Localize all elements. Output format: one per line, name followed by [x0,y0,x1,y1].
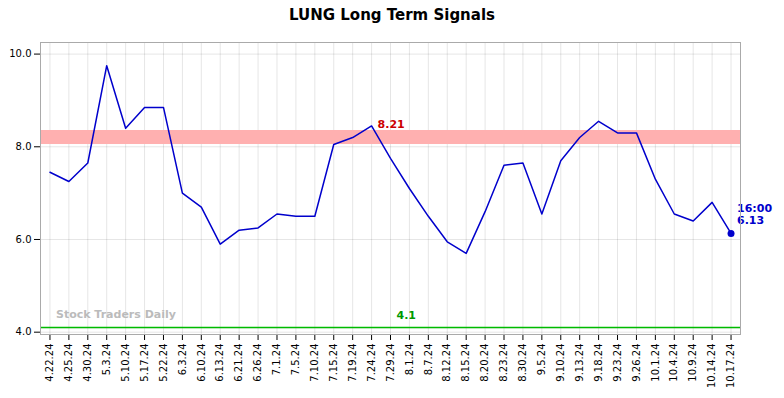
svg-text:5.22.24: 5.22.24 [158,344,169,382]
svg-text:8.12.24: 8.12.24 [441,344,452,382]
svg-text:5.17.24: 5.17.24 [139,344,150,382]
svg-text:10.1.24: 10.1.24 [650,344,661,382]
svg-text:16:00: 16:00 [737,202,773,216]
svg-text:10.17.24: 10.17.24 [725,344,736,389]
svg-text:8.0: 8.0 [16,141,32,152]
svg-text:6.26.24: 6.26.24 [252,344,263,382]
svg-text:8.15.24: 8.15.24 [460,344,471,382]
svg-text:6.21.24: 6.21.24 [233,344,244,382]
svg-text:9.26.24: 9.26.24 [631,344,642,382]
svg-text:10.9.24: 10.9.24 [687,344,698,382]
svg-text:4.0: 4.0 [16,326,32,337]
svg-text:10.0: 10.0 [9,48,31,59]
svg-text:7.24.24: 7.24.24 [366,344,377,382]
svg-text:7.1.24: 7.1.24 [271,344,282,376]
svg-text:8.1.24: 8.1.24 [404,344,415,376]
svg-text:9.5.24: 9.5.24 [536,344,547,376]
html-text:LUNG Long Term Signals: LUNG Long Term Signals [289,6,495,24]
svg-text:4.22.24: 4.22.24 [44,344,55,382]
svg-text:8.21: 8.21 [378,118,405,131]
svg-text:4.30.24: 4.30.24 [82,344,93,382]
svg-text:7.15.24: 7.15.24 [328,344,339,382]
svg-text:9.18.24: 9.18.24 [593,344,604,382]
svg-text:10.14.24: 10.14.24 [706,344,717,389]
svg-text:5.3.24: 5.3.24 [101,344,112,376]
svg-text:7.5.24: 7.5.24 [290,344,301,376]
svg-text:4.25.24: 4.25.24 [63,344,74,382]
svg-text:6.0: 6.0 [16,234,32,245]
svg-text:8.7.24: 8.7.24 [423,344,434,376]
svg-text:8.20.24: 8.20.24 [479,344,490,382]
svg-text:7.10.24: 7.10.24 [309,344,320,382]
svg-text:9.23.24: 9.23.24 [612,344,623,382]
svg-text:6.10.24: 6.10.24 [196,344,207,382]
svg-text:6.13: 6.13 [737,214,764,227]
svg-text:10.4.24: 10.4.24 [668,344,679,382]
svg-text:4.1: 4.1 [397,309,417,322]
svg-text:9.10.24: 9.10.24 [555,344,566,382]
svg-text:9.13.24: 9.13.24 [574,344,585,382]
svg-text:8.30.24: 8.30.24 [517,344,528,382]
svg-text:8.23.24: 8.23.24 [498,344,509,382]
svg-text:5.10.24: 5.10.24 [120,344,131,382]
svg-text:6.3.24: 6.3.24 [177,344,188,376]
svg-text:7.29.24: 7.29.24 [385,344,396,382]
svg-text:Stock Traders Daily: Stock Traders Daily [56,308,176,321]
svg-text:6.13.24: 6.13.24 [214,344,225,382]
svg-text:7.19.24: 7.19.24 [347,344,358,382]
